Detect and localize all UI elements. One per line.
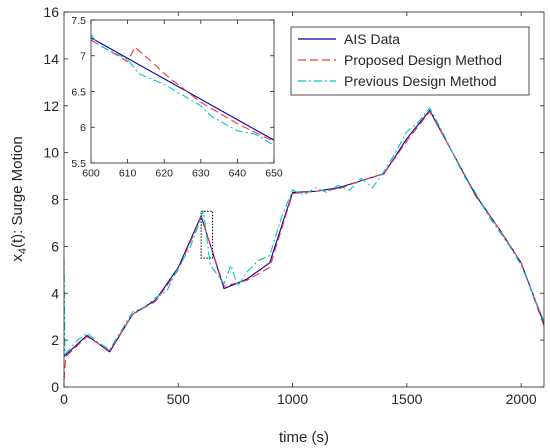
- inset-x-tick-label: 630: [192, 168, 210, 180]
- inset-series-line-0: [90, 37, 275, 141]
- main-y-tick-label: 16: [43, 4, 59, 20]
- inset-plot: 600 610 620 630 640 650 5.5 6 6.5 7 7.5: [71, 15, 283, 180]
- main-x-tick-label: 0: [60, 391, 68, 407]
- inset-series-line-2: [90, 33, 275, 146]
- x-axis-label: time (s): [279, 429, 329, 446]
- inset-x-tick-label: 640: [229, 168, 247, 180]
- legend-label-ais: AIS Data: [344, 31, 400, 47]
- main-y-tick-label: 6: [51, 238, 59, 254]
- main-series-line-2: [63, 107, 545, 355]
- main-series-group: [63, 107, 545, 381]
- inset-y-tick-label: 6.5: [71, 86, 86, 98]
- y-axis-label-rest: (t): Surge Motion: [9, 136, 26, 248]
- main-x-tick-label: 1000: [277, 391, 308, 407]
- main-y-tick-label: 10: [43, 145, 59, 161]
- inset-series-group: [90, 33, 275, 146]
- main-x-ticks: 0 500 1000 1500 2000: [60, 12, 537, 407]
- legend-box: [290, 26, 530, 96]
- inset-y-tick-label: 6: [80, 122, 86, 134]
- main-x-tick-label: 500: [167, 391, 191, 407]
- main-y-tick-label: 0: [51, 379, 59, 395]
- main-y-ticks: 0 2 4 6 8 10 12 14 16: [43, 4, 544, 395]
- inset-x-ticks: 600 610 620 630 640 650: [82, 20, 283, 180]
- legend: AIS Data Proposed Design Method Previous…: [290, 26, 530, 96]
- legend-label-proposed: Proposed Design Method: [344, 52, 502, 68]
- main-x-tick-label: 2000: [506, 391, 537, 407]
- main-y-tick-label: 8: [51, 192, 59, 208]
- inset-x-tick-label: 650: [265, 168, 283, 180]
- main-y-tick-label: 4: [51, 285, 59, 301]
- inset-x-tick-label: 620: [155, 168, 173, 180]
- inset-y-tick-label: 7.5: [71, 15, 86, 27]
- main-y-tick-label: 2: [51, 332, 59, 348]
- inset-plot-area: [91, 20, 274, 163]
- inset-y-tick-label: 7: [80, 51, 86, 63]
- main-y-tick-label: 12: [43, 98, 59, 114]
- main-y-tick-label: 14: [43, 51, 59, 67]
- legend-label-previous: Previous Design Method: [344, 73, 497, 89]
- inset-y-ticks: 5.5 6 6.5 7 7.5: [71, 15, 274, 170]
- main-x-tick-label: 1500: [391, 391, 422, 407]
- y-axis-label-subscript: 4: [17, 248, 29, 254]
- zoom-region-box: [200, 210, 214, 259]
- y-axis-label: x4(t): Surge Motion: [9, 136, 29, 261]
- inset-y-tick-label: 5.5: [71, 158, 86, 170]
- inset-series-line-1: [90, 39, 275, 143]
- y-axis-label-main: x: [9, 254, 26, 262]
- inset-x-tick-label: 600: [82, 168, 100, 180]
- inset-x-tick-label: 610: [119, 168, 137, 180]
